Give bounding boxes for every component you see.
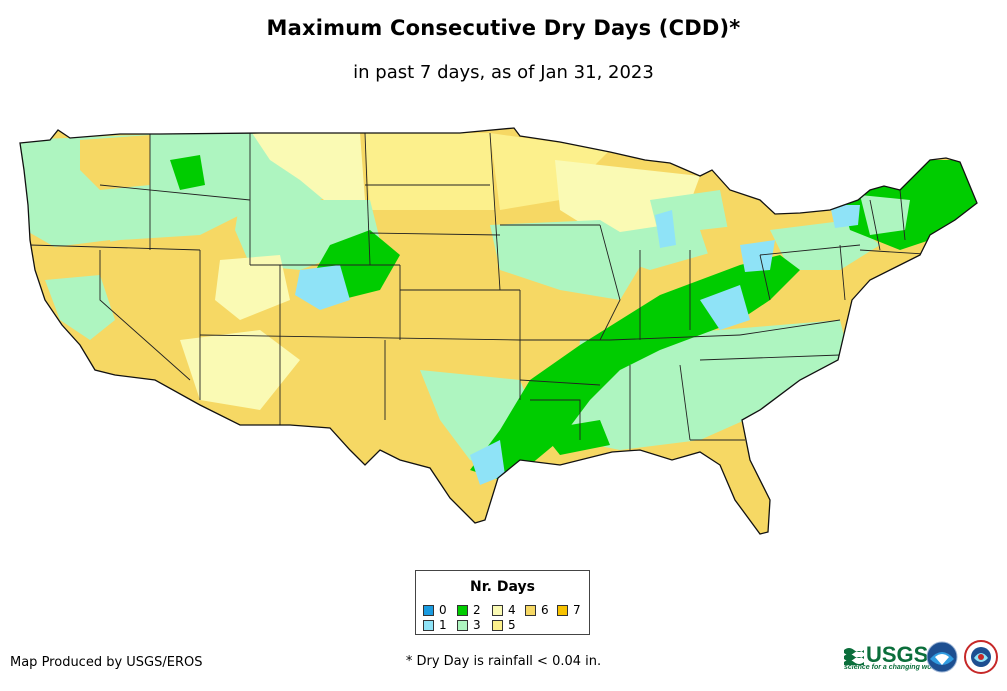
legend-label-3: 3 <box>473 618 481 632</box>
cdd-region-or-6days <box>80 135 150 190</box>
legend-swatch-3 <box>457 619 468 631</box>
legend-item-3: 3 <box>457 618 481 632</box>
legend-label-0: 0 <box>439 603 447 617</box>
cdd-region-mn-5days <box>490 133 610 210</box>
border-line <box>369 232 501 236</box>
usgs-logo: USGS <box>842 642 928 668</box>
legend: Nr. Days 0 1 2 3 4 5 6 7 <box>415 570 590 635</box>
map-title: Maximum Consecutive Dry Days (CDD)* <box>266 16 741 40</box>
cdd-region-la-2days <box>540 420 610 455</box>
cdd-region-dakotas-5days <box>365 133 495 210</box>
cdd-regions <box>20 128 977 534</box>
border-line <box>839 244 846 301</box>
cdd-region-houston-1day <box>470 440 505 485</box>
border-line <box>759 244 861 256</box>
cdd-region-ut-4days <box>215 255 290 320</box>
legend-item-7: 7 <box>557 603 581 617</box>
legend-swatch-2 <box>457 604 468 616</box>
cdd-region-mt-4days <box>250 130 365 205</box>
legend-label-1: 1 <box>439 618 447 632</box>
cdd-region-vt-nh-3days <box>860 195 910 235</box>
cdd-region-ny-3days <box>770 220 880 270</box>
border-line <box>609 334 741 341</box>
legend-item-2: 2 <box>457 603 481 617</box>
footnote: * Dry Day is rainfall < 0.04 in. <box>405 654 602 669</box>
cdd-region-ky-1day <box>700 285 750 330</box>
cdd-region-lake-mi-1day <box>655 210 676 248</box>
legend-swatch-5 <box>492 619 503 631</box>
legend-item-0: 0 <box>423 603 447 617</box>
cdd-region-il-north-3days <box>590 235 640 280</box>
cdd-region-id-2days <box>170 155 205 190</box>
border-line <box>364 132 371 266</box>
border-line <box>29 244 201 251</box>
usgs-wave-icon <box>844 648 864 665</box>
legend-swatch-7 <box>557 604 568 616</box>
legend-item-1: 1 <box>423 618 447 632</box>
legend-title: Nr. Days <box>470 579 535 595</box>
legend-item-4: 4 <box>492 603 516 617</box>
border-line <box>869 199 881 251</box>
border-line <box>530 399 581 440</box>
cdd-region-ca-coast-3days <box>45 275 115 340</box>
usgs-logo-text: USGS <box>866 642 929 667</box>
border-line <box>199 334 521 341</box>
map-subtitle: in past 7 days, as of Jan 31, 2023 <box>353 62 654 83</box>
usgs-tagline: science for a changing world <box>844 664 941 671</box>
border-line <box>99 184 251 201</box>
border-line <box>489 132 501 291</box>
border-line <box>899 189 906 241</box>
legend-swatch-0 <box>423 604 434 616</box>
legend-label-5: 5 <box>508 618 516 632</box>
legend-swatch-4 <box>492 604 503 616</box>
map-credit: Map Produced by USGS/EROS <box>10 655 203 670</box>
border-line <box>519 379 601 386</box>
border-line <box>99 250 191 381</box>
nws-logo-icon <box>964 640 998 674</box>
cdd-region-adirondacks-1day <box>830 205 860 228</box>
border-line <box>739 319 841 336</box>
legend-label-6: 6 <box>541 603 549 617</box>
border-line <box>759 254 771 301</box>
cdd-region-az-4days <box>180 330 300 410</box>
legend-swatch-1 <box>423 619 434 631</box>
noaa-logo-icon <box>926 641 958 673</box>
legend-label-7: 7 <box>573 603 581 617</box>
cdd-region-oh-1day <box>740 240 775 272</box>
border-line <box>599 224 621 341</box>
legend-label-4: 4 <box>508 603 516 617</box>
legend-label-2: 2 <box>473 603 481 617</box>
border-line <box>679 364 691 441</box>
state-borders <box>29 132 941 450</box>
legend-item-5: 5 <box>492 618 516 632</box>
border-line <box>699 354 841 361</box>
legend-swatch-6 <box>525 604 536 616</box>
legend-item-6: 6 <box>525 603 549 617</box>
cdd-region-co-1day <box>295 265 350 310</box>
